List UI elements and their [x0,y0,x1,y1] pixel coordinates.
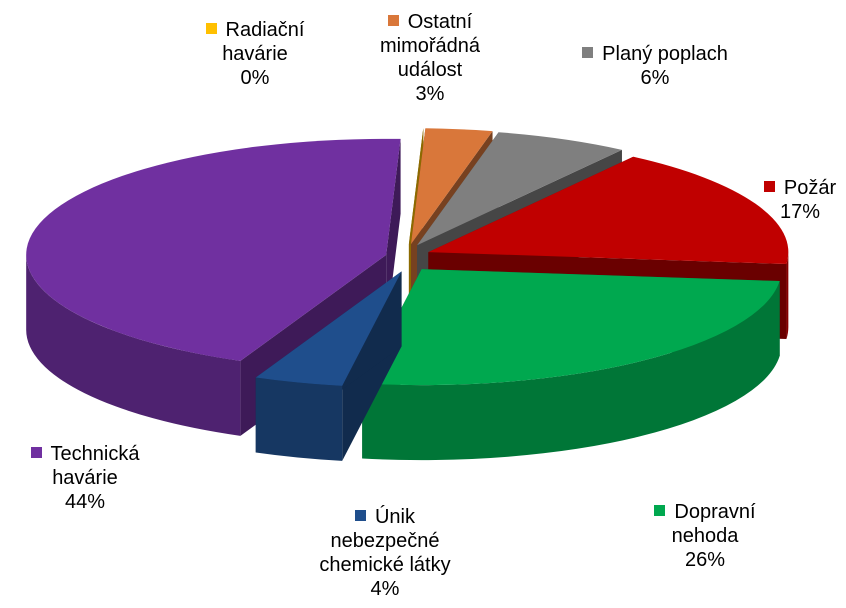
slice [26,138,401,361]
legend-marker [30,447,42,458]
category-label: Dopravní nehoda [671,501,756,547]
data-label: Požár 17% [755,176,845,224]
slice [417,132,622,246]
data-label: Planý poplach 6% [555,42,755,90]
value-label: 26% [684,549,726,571]
data-label: Ostatní mimořádná událost 3% [365,10,495,106]
category-label: Planý poplach [602,43,728,65]
slice-side [26,254,241,436]
data-label: Dopravní nehoda 26% [640,500,770,572]
value-label: 4% [370,578,400,600]
legend-marker [654,505,666,516]
slice [362,269,780,386]
category-label: Technická havárie [50,443,140,489]
slice [410,128,493,245]
legend-marker [387,15,399,26]
legend-marker [205,23,217,34]
value-label: 6% [640,67,670,89]
value-label: 0% [240,67,270,89]
value-label: 17% [779,201,821,223]
data-label: Technická havárie 44% [10,442,160,514]
category-label: Únik nebezpečné chemické látky [319,506,451,576]
value-label: 44% [64,491,106,513]
legend-marker [354,510,366,521]
slice [428,156,789,265]
category-label: Ostatní mimořádná událost [379,11,481,81]
data-label: Radiační havárie 0% [190,18,320,90]
category-label: Požár [783,177,837,199]
slice [255,271,402,386]
category-label: Radiační havárie [222,19,305,65]
legend-marker [582,47,594,58]
slice-side [362,281,780,461]
value-label: 3% [415,83,445,105]
slice-side [255,377,343,461]
slice-side [786,252,789,340]
data-label: Únik nebezpečné chemické látky 4% [300,505,470,601]
legend-marker [763,181,775,192]
